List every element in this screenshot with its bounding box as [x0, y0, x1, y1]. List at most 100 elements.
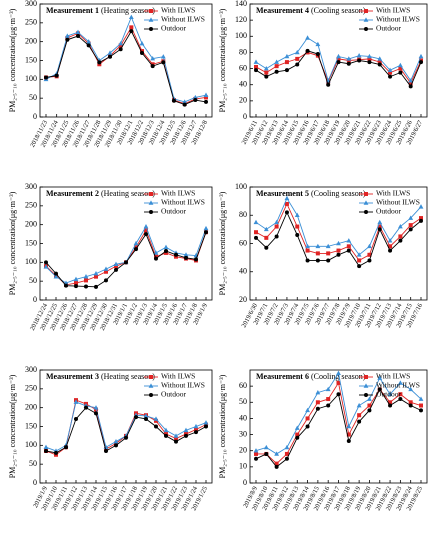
marker-triangle [43, 264, 49, 269]
marker-triangle [346, 423, 352, 429]
marker-circle [305, 258, 310, 263]
y-tick-label: 250 [25, 384, 37, 393]
marker-square [284, 201, 289, 206]
legend-label: With ILWS [161, 189, 195, 198]
panel: 0501001502002503002019/1/92019/1/102019/… [8, 365, 213, 512]
marker-triangle [356, 53, 362, 58]
marker-square [284, 60, 289, 65]
marker-triangle [325, 386, 331, 392]
marker-square [94, 407, 98, 412]
marker-circle [264, 245, 269, 250]
marker-circle [44, 75, 48, 80]
marker-circle [254, 456, 258, 461]
panel-title: Measurement 2 (Heating season) [46, 189, 155, 198]
y-tick-label: 60 [239, 381, 247, 390]
marker-triangle [53, 274, 59, 279]
marker-triangle [336, 53, 341, 59]
marker-triangle [163, 244, 169, 250]
marker-triangle [397, 380, 403, 385]
legend-label: With ILWS [161, 372, 195, 381]
marker-triangle [113, 261, 119, 267]
marker-triangle [315, 243, 321, 249]
panel: 204060801002019/6/302019/7/12019/7/22019… [218, 182, 428, 329]
marker-triangle [148, 383, 154, 388]
marker-triangle [148, 200, 154, 205]
marker-square [149, 375, 153, 379]
series-line [45, 229, 207, 286]
marker-circle [182, 102, 187, 107]
y-tick-label: 300 [25, 0, 37, 8]
marker-triangle [173, 433, 179, 438]
marker-square [305, 248, 310, 253]
y-tick-label: 50 [29, 459, 37, 468]
marker-triangle [387, 67, 393, 72]
marker-triangle [284, 195, 290, 201]
marker-triangle [367, 243, 372, 249]
title-season: (Cooling season) [311, 6, 366, 15]
y-axis-label: PM₂.₅₋₁₀ concentration(μg·m⁻³) [8, 374, 17, 478]
marker-circle [364, 210, 368, 214]
marker-circle [264, 451, 269, 456]
marker-circle [172, 98, 176, 103]
y-axis-label: PM₂.₅₋₁₀ concentration(μg·m⁻³) [218, 374, 227, 478]
marker-triangle [363, 17, 369, 22]
marker-circle [134, 247, 138, 252]
marker-square [408, 400, 413, 405]
marker-triangle [113, 438, 119, 444]
legend-label: Without ILWS [376, 15, 420, 24]
marker-square [94, 274, 98, 279]
y-tick-label: 300 [25, 182, 37, 191]
marker-triangle [305, 35, 310, 40]
marker-circle [336, 252, 341, 257]
marker-square [284, 451, 289, 456]
marker-circle [346, 61, 351, 66]
marker-triangle [118, 40, 124, 46]
marker-triangle [183, 427, 189, 433]
marker-circle [315, 406, 320, 411]
marker-square [326, 397, 331, 402]
marker-triangle [336, 240, 341, 246]
marker-triangle [294, 212, 300, 218]
marker-triangle [274, 59, 280, 64]
marker-circle [204, 230, 208, 235]
legend-label: With ILWS [376, 189, 410, 198]
marker-triangle [143, 223, 149, 229]
marker-circle [315, 52, 320, 57]
marker-triangle [263, 226, 269, 232]
marker-square [264, 70, 269, 75]
marker-circle [408, 84, 413, 89]
series-line [45, 401, 207, 452]
marker-triangle [294, 49, 300, 55]
marker-square [274, 224, 279, 229]
marker-circle [104, 278, 108, 283]
marker-circle [398, 397, 403, 402]
y-tick-label: 30 [239, 429, 247, 438]
marker-circle [134, 415, 138, 420]
marker-circle [204, 99, 208, 104]
marker-square [364, 192, 368, 196]
marker-circle [149, 27, 153, 31]
marker-square [346, 244, 351, 249]
marker-circle [295, 233, 300, 238]
y-tick-label: 40 [239, 413, 247, 422]
marker-triangle [153, 250, 159, 255]
panel: 0204060801001201402019/6/112019/6/122019… [218, 0, 428, 146]
marker-circle [114, 267, 118, 272]
marker-triangle [253, 59, 259, 64]
marker-triangle [163, 427, 169, 433]
marker-circle [204, 424, 208, 429]
marker-circle [124, 435, 128, 440]
marker-circle [305, 424, 310, 429]
marker-triangle [253, 448, 259, 453]
marker-circle [97, 60, 102, 65]
y-tick-label: 200 [25, 36, 37, 45]
y-tick-label: 200 [25, 402, 37, 411]
marker-triangle [336, 370, 341, 376]
panel: 0501001502002503002018/12/242018/12/2520… [8, 182, 213, 332]
marker-square [336, 380, 341, 385]
y-tick-label: 60 [239, 238, 247, 247]
marker-circle [336, 392, 341, 397]
series-line [45, 26, 207, 105]
legend-label: Without ILWS [161, 198, 205, 207]
